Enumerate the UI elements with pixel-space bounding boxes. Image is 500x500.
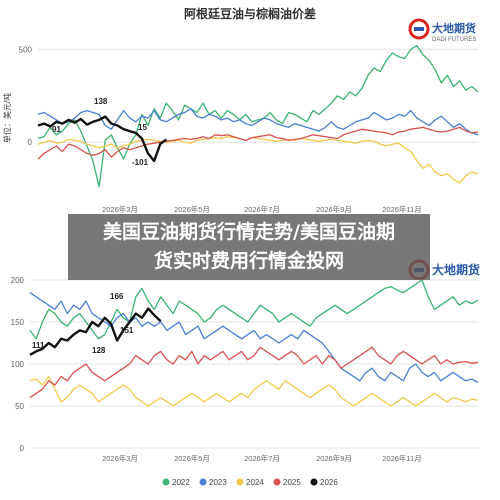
data-annotation: 138: [94, 97, 108, 106]
y-tick-label: 0: [28, 138, 33, 147]
legend-swatch: [273, 478, 281, 486]
banner-line-1: 美国豆油期货行情走势/美国豆油期: [103, 221, 395, 243]
series-line-2023: [37, 108, 479, 136]
legend-item-2024: 2024: [236, 478, 264, 487]
data-annotation: -101: [132, 158, 149, 167]
y-tick-label: 100: [11, 360, 25, 369]
x-tick-label: 2026年11月: [382, 204, 421, 214]
series-line-2024: [37, 136, 479, 184]
legend-label: 2026: [320, 478, 338, 487]
legend-label: 2023: [209, 478, 227, 487]
data-annotation: 166: [110, 292, 124, 301]
legend-item-2026: 2026: [310, 478, 338, 487]
legend-item-2022: 2022: [162, 478, 190, 487]
legend-item-2023: 2023: [199, 478, 227, 487]
y-tick-label: 50: [15, 402, 24, 411]
watermark-banner: [68, 214, 430, 280]
legend-label: 2025: [283, 478, 301, 487]
series-line-2026: [37, 115, 168, 163]
logo-name: 大地期货: [432, 21, 476, 35]
series-line-2025: [29, 346, 479, 399]
data-annotation: 128: [92, 346, 106, 355]
x-tick-label: 2026年9月: [316, 453, 352, 463]
x-tick-label: 2026年7月: [244, 204, 280, 214]
logo-name: 大地期货: [432, 262, 480, 277]
series-line-2024: [29, 375, 479, 407]
data-annotation: 151: [120, 326, 134, 335]
x-tick-label: 2026年7月: [244, 453, 280, 463]
x-tick-label: 2026年9月: [316, 204, 352, 214]
series-line-2026: [29, 307, 162, 356]
series-line-2025: [37, 126, 479, 160]
legend-swatch: [199, 478, 207, 486]
chart-1-ylabel: 单位：美元/吨: [2, 93, 12, 143]
y-tick-label: 500: [19, 45, 33, 54]
y-tick-label: 200: [11, 276, 25, 285]
banner-line-2: 货实时费用行情金投网: [153, 250, 344, 272]
data-annotation: 111: [32, 341, 45, 350]
legend-swatch: [162, 478, 170, 486]
y-tick-label: 150: [11, 318, 25, 327]
x-tick-label: 2026年11月: [382, 453, 421, 463]
logo-top: 大地期货 DADI FUTURES: [408, 18, 476, 43]
legend-swatch: [236, 478, 244, 486]
logo-sub: DADI FUTURES: [432, 37, 476, 43]
series-line-2022: [37, 44, 479, 188]
chart-1: 500 0 2026年3月 2026年5月 2026年7月 2026年9月 2026年11月…: [19, 44, 479, 214]
x-tick-label: 2026年3月: [102, 204, 138, 214]
legend-item-2025: 2025: [273, 478, 301, 487]
x-tick-label: 2026年3月: [102, 453, 138, 463]
x-tick-label: 2026年5月: [174, 204, 210, 214]
legend-label: 2024: [246, 478, 264, 487]
legend-label: 2022: [172, 478, 190, 487]
chart-2: 200 150 100 50 0 2026年3月 2026年5月 2026年7月 2026年9月…: [11, 276, 479, 463]
chart-1-title: 阿根廷豆油与棕榈油价差: [184, 6, 316, 21]
y-tick-label: 0: [20, 444, 25, 453]
data-annotation: 15: [138, 123, 147, 132]
data-annotation: 91: [52, 125, 61, 134]
watermark-banner-text: 美国豆油期货行情走势/美国豆油期 货实时费用行情金投网: [68, 218, 430, 276]
series-line-2022: [29, 279, 479, 340]
legend: 2022 2023 2024 2025 2026: [162, 478, 338, 487]
dadi-logo-icon: [408, 18, 430, 40]
legend-swatch: [310, 478, 318, 486]
series-line-2023: [29, 292, 479, 384]
x-tick-label: 2026年5月: [174, 453, 210, 463]
